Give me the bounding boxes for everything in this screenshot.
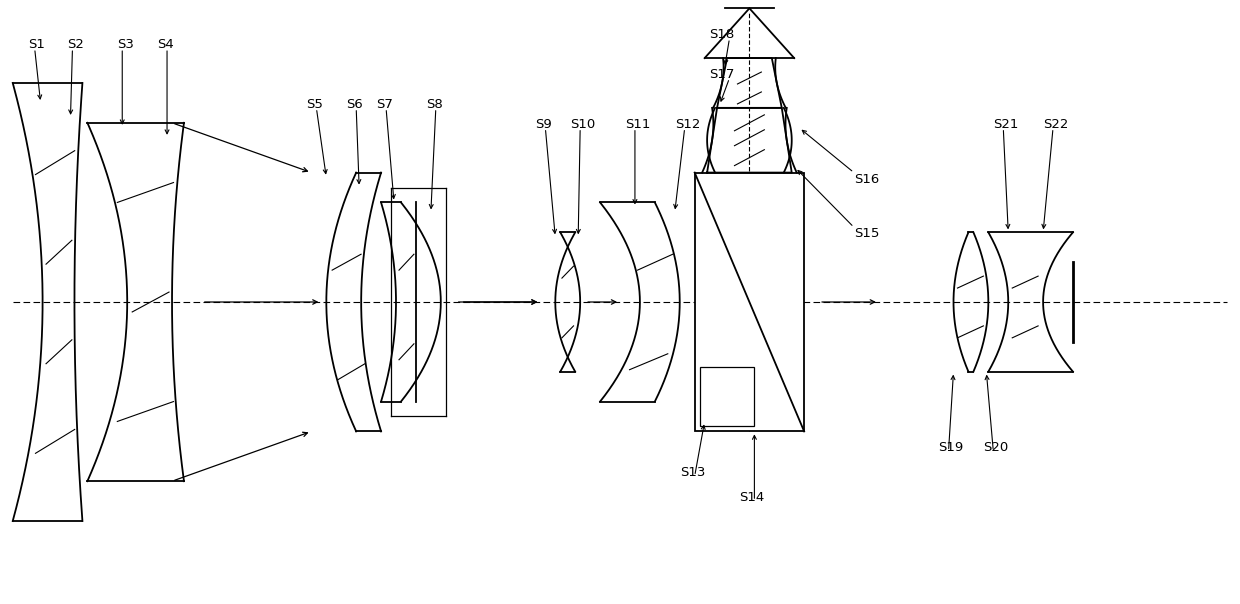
Text: S2: S2 <box>67 38 84 51</box>
Text: S7: S7 <box>376 98 393 111</box>
Text: S21: S21 <box>993 118 1019 131</box>
Text: S13: S13 <box>680 466 706 479</box>
Text: S20: S20 <box>983 442 1008 454</box>
Text: S8: S8 <box>425 98 443 111</box>
Text: S16: S16 <box>854 173 879 185</box>
Text: S14: S14 <box>739 491 765 504</box>
Text: S12: S12 <box>675 118 701 131</box>
Text: S1: S1 <box>27 38 45 51</box>
Text: S15: S15 <box>854 227 879 240</box>
Text: S6: S6 <box>346 98 363 111</box>
Bar <box>699 367 754 426</box>
Text: S5: S5 <box>306 98 324 111</box>
Text: S4: S4 <box>157 38 174 51</box>
Text: S9: S9 <box>536 118 552 131</box>
Text: S11: S11 <box>625 118 650 131</box>
Bar <box>694 173 805 431</box>
Text: S17: S17 <box>709 68 735 81</box>
Text: S3: S3 <box>118 38 134 51</box>
Text: S18: S18 <box>709 28 735 41</box>
Text: S19: S19 <box>939 442 963 454</box>
Text: S10: S10 <box>570 118 595 131</box>
Text: S22: S22 <box>1043 118 1069 131</box>
